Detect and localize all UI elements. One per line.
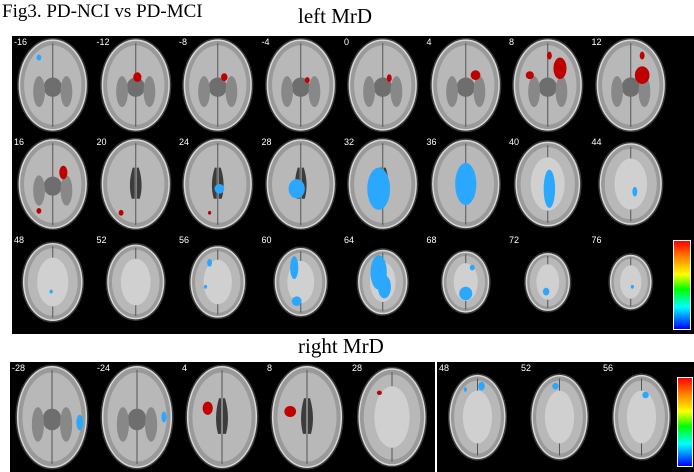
slice-z-label: 40 [509, 137, 520, 147]
left-mrd-panel: -16 -12 -8 -4 0 4 8 12 16 20 24 28 32 36 40 44 48 52 56 60 6… [12, 36, 694, 334]
slice-z-label: 0 [344, 37, 350, 47]
slice-z-label: 52 [96, 235, 107, 245]
brain-slice: 24 [177, 136, 259, 232]
brain-slice: -8 [177, 36, 259, 134]
brain-slice: 64 [342, 234, 424, 330]
slice-z-label: 48 [439, 363, 450, 373]
slice-z-label: -8 [179, 37, 188, 47]
slice-z-label: -12 [96, 37, 110, 47]
brain-slice: 52 [95, 234, 177, 330]
brain-slice: 12 [590, 36, 672, 134]
slice-z-label: 32 [344, 137, 355, 147]
brain-slice: -16 [12, 36, 94, 134]
right-mrd-panel-a: -28 -24 4 8 28 [10, 362, 435, 472]
slice-z-label: 12 [591, 37, 602, 47]
brain-slice: -24 [95, 362, 179, 472]
slice-z-label: 44 [591, 137, 602, 147]
slice-z-label: -4 [261, 37, 270, 47]
brain-slice: 8 [265, 362, 349, 472]
slice-z-label: 60 [261, 235, 272, 245]
brain-slice: 48 [12, 234, 94, 330]
slice-z-label: 20 [96, 137, 107, 147]
brain-slice: 8 [507, 36, 589, 134]
brain-slice: 16 [12, 136, 94, 232]
brain-slice: 44 [590, 136, 672, 232]
slice-z-label: 72 [509, 235, 520, 245]
brain-slice: 72 [507, 234, 589, 330]
brain-slice: 36 [425, 136, 507, 232]
brain-slice: -12 [95, 36, 177, 134]
slice-z-label: 8 [509, 37, 515, 47]
brain-slice: 4 [180, 362, 264, 472]
brain-slice: 60 [260, 234, 342, 330]
brain-slice: 40 [507, 136, 589, 232]
slice-z-label: 28 [261, 137, 272, 147]
slice-z-label: 16 [14, 137, 25, 147]
brain-slice: 0 [342, 36, 424, 134]
brain-slice: 4 [425, 36, 507, 134]
brain-slice: -4 [260, 36, 342, 134]
slice-z-label: 56 [603, 363, 614, 373]
slice-z-label: 8 [267, 363, 273, 373]
slice-z-label: 56 [179, 235, 190, 245]
right-mrd-colorbar [677, 377, 693, 467]
right-mrd-panel-b: 48 52 56 [437, 362, 694, 472]
figure-title: Fig3. PD-NCI vs PD-MCI [2, 1, 203, 22]
slice-z-label: 28 [352, 363, 363, 373]
brain-slice: 68 [425, 234, 507, 330]
slice-z-label: 36 [426, 137, 437, 147]
slice-z-label: 24 [179, 137, 190, 147]
brain-slice: 52 [519, 362, 600, 472]
brain-slice: 56 [177, 234, 259, 330]
brain-slice: 20 [95, 136, 177, 232]
slice-z-label: 76 [591, 235, 602, 245]
slice-z-label: 68 [426, 235, 437, 245]
left-mrd-colorbar [673, 240, 691, 330]
brain-slice: 48 [437, 362, 518, 472]
brain-slice: 28 [260, 136, 342, 232]
slice-z-label: -24 [97, 363, 111, 373]
brain-slice: 28 [350, 362, 434, 472]
slice-z-label: -16 [14, 37, 28, 47]
brain-slice: 76 [590, 234, 672, 330]
left-mrd-title: left MrD [298, 4, 373, 28]
brain-slice: -28 [10, 362, 94, 472]
slice-z-label: 4 [426, 37, 432, 47]
slice-z-label: 64 [344, 235, 355, 245]
slice-z-label: 4 [182, 363, 188, 373]
slice-z-label: 48 [14, 235, 25, 245]
brain-slice: 32 [342, 136, 424, 232]
right-mrd-title: right MrD [298, 334, 384, 358]
brain-slice: 56 [601, 362, 682, 472]
slice-z-label: 52 [521, 363, 532, 373]
slice-z-label: -28 [12, 363, 26, 373]
